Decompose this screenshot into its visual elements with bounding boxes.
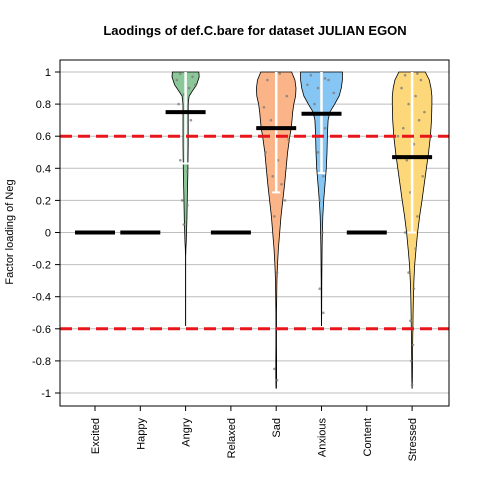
data-point xyxy=(189,118,193,122)
y-tick-label: -1 xyxy=(41,388,51,400)
data-point xyxy=(417,118,421,122)
mean-bars xyxy=(75,110,433,235)
data-point xyxy=(280,183,283,186)
data-point xyxy=(179,159,182,162)
data-point xyxy=(321,231,324,234)
data-point xyxy=(285,94,289,98)
data-point xyxy=(179,72,182,75)
data-point xyxy=(275,378,279,382)
data-point xyxy=(175,78,179,82)
data-point xyxy=(419,78,423,82)
data-point xyxy=(411,343,415,347)
y-tick-label: 0.8 xyxy=(36,99,51,111)
y-tick-label: 0.4 xyxy=(36,163,51,175)
data-point xyxy=(414,247,417,250)
data-point xyxy=(182,223,186,226)
data-point xyxy=(273,215,276,218)
data-point xyxy=(400,86,403,90)
data-point xyxy=(309,73,313,77)
violins xyxy=(171,71,433,389)
data-point xyxy=(421,175,425,178)
y-tick-label: -0.6 xyxy=(32,324,51,336)
y-tick-label: -0.4 xyxy=(32,292,51,304)
data-point xyxy=(266,78,269,82)
data-point xyxy=(423,110,426,114)
data-point xyxy=(414,94,417,98)
y-ticks: 1 0.8 0.6 0.4 0.2 0 -0.2 -0.4 -0.6 -0.8 -1 xyxy=(32,67,60,400)
data-point xyxy=(318,199,322,202)
data-point xyxy=(407,271,410,274)
data-point xyxy=(318,287,322,291)
data-point xyxy=(396,134,400,138)
x-tick-label: Excited xyxy=(90,418,102,454)
x-tick-label: Angry xyxy=(181,418,193,447)
data-point xyxy=(407,102,410,106)
reference-lines xyxy=(60,134,449,331)
data-point xyxy=(409,359,413,363)
data-point xyxy=(187,86,191,90)
x-ticks: Excited Happy Angry Relaxed Sad Anxious Conten… xyxy=(90,406,419,461)
data-point xyxy=(416,215,419,218)
violin-angry xyxy=(171,71,200,326)
data-point xyxy=(287,138,290,141)
y-tick-label: -0.2 xyxy=(32,260,51,272)
x-tick-label: Happy xyxy=(135,418,147,450)
data-point xyxy=(186,170,189,173)
data-point xyxy=(275,271,279,274)
data-point xyxy=(271,175,275,178)
data-point xyxy=(177,102,180,106)
data-point xyxy=(412,287,416,291)
data-point xyxy=(403,231,407,234)
data-point xyxy=(306,83,309,87)
data-point xyxy=(323,77,327,80)
gridlines xyxy=(60,71,449,394)
data-point xyxy=(410,383,414,387)
data-point xyxy=(191,75,194,79)
data-point xyxy=(316,86,320,90)
data-point xyxy=(194,83,197,87)
data-point xyxy=(323,126,327,130)
data-point xyxy=(283,199,287,202)
y-tick-label: 0.2 xyxy=(36,195,51,207)
y-tick-label: -0.8 xyxy=(32,356,51,368)
jitter-points xyxy=(175,72,426,387)
data-point xyxy=(278,72,282,75)
data-point xyxy=(416,72,419,75)
data-point xyxy=(332,91,336,95)
data-point xyxy=(180,199,184,202)
data-point xyxy=(409,319,412,323)
x-tick-label: Stressed xyxy=(407,418,419,461)
confidence-intervals xyxy=(181,72,417,234)
x-tick-label: Relaxed xyxy=(226,418,238,458)
x-tick-label: Content xyxy=(362,418,374,457)
data-point xyxy=(316,151,320,154)
x-tick-label: Anxious xyxy=(317,418,329,458)
x-tick-label: Sad xyxy=(271,418,283,438)
chart-title: Laodings of def.C.bare for dataset JULIA… xyxy=(103,23,406,38)
data-point xyxy=(405,159,409,162)
data-point xyxy=(269,118,273,122)
y-tick-label: 0.6 xyxy=(36,131,51,143)
data-point xyxy=(403,73,407,77)
data-point xyxy=(264,151,267,154)
data-point xyxy=(327,78,330,82)
data-point xyxy=(313,102,316,106)
violin-sad xyxy=(255,71,297,389)
data-point xyxy=(322,175,325,178)
data-point xyxy=(273,367,276,371)
data-point xyxy=(402,126,405,130)
data-point xyxy=(186,203,189,207)
y-tick-label: 0 xyxy=(45,228,51,240)
data-point xyxy=(262,106,266,109)
y-axis-label: Factor loading of Neg xyxy=(4,179,16,284)
data-point xyxy=(322,311,325,315)
y-tick-label: 1 xyxy=(45,67,51,79)
